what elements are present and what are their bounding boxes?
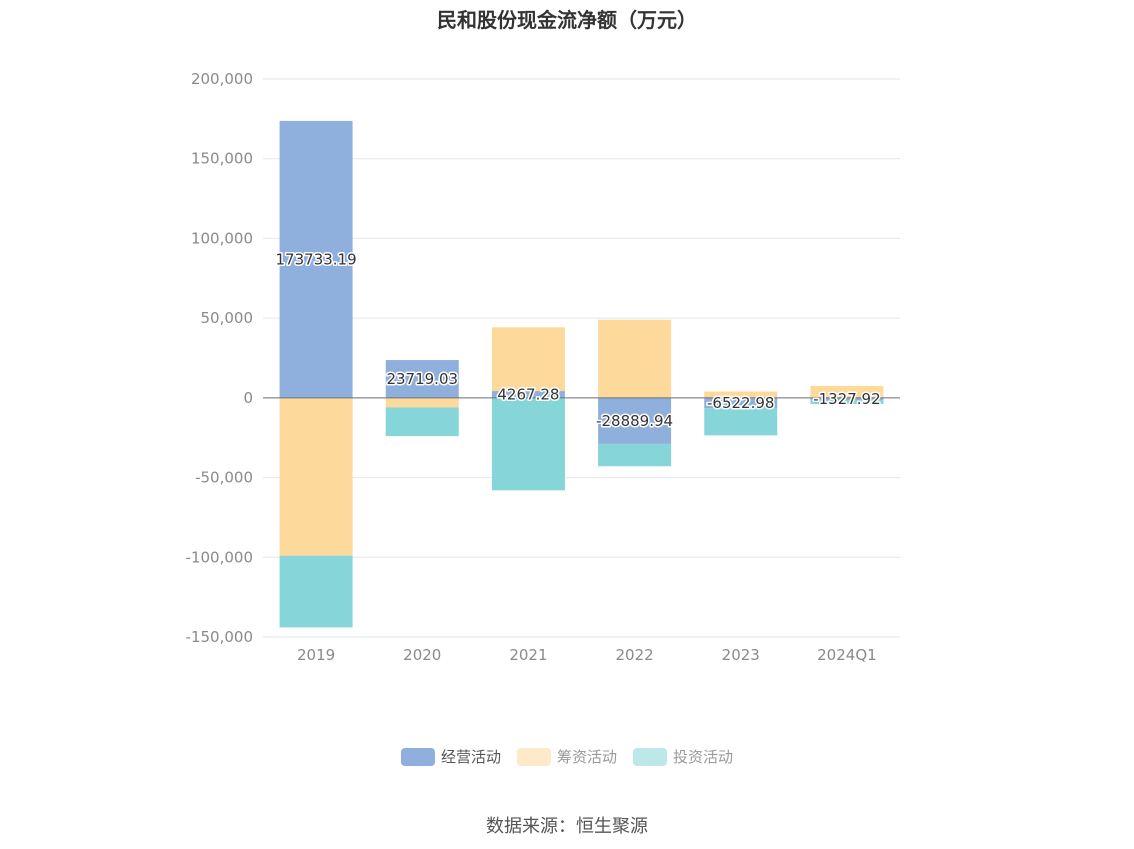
bar-投资活动-2020 [385,407,459,437]
legend-item[interactable]: 经营活动 [400,746,501,767]
data-labels: 173733.19 23719.03 4267.28 -28889.94 -6522.9… [274,249,882,432]
bars [279,120,884,628]
legend-label: 经营活动 [440,748,501,766]
legend: 经营活动 筹资活动 投资活动 [0,746,1134,767]
y-axis: 200,000 150,000 100,000 50,000 0 -50,000 -100,… [186,70,253,646]
bar-经营活动-2023 [704,397,778,409]
legend-item[interactable]: 筹资活动 [516,746,617,767]
bar-经营活动-2021 [491,391,565,398]
data-label: 23719.03 [386,370,458,388]
legend-item[interactable]: 投资活动 [633,746,733,767]
y-tick-label: -150,000 [186,628,253,646]
legend-swatch [400,747,435,766]
data-label: -28889.94 [596,412,673,430]
data-label: -6522.98 [707,394,774,412]
bar-筹资活动-2024Q1 [810,385,884,398]
bar-筹资活动-2019 [279,397,353,556]
x-axis: 2019 2020 2021 2022 2023 2024Q1 [297,646,877,664]
y-tick-label: 150,000 [191,150,253,168]
x-tick-label: 2019 [297,646,335,664]
legend-label: 筹资活动 [556,748,617,766]
x-tick-label: 2022 [615,646,653,664]
bar-筹资活动-2022 [598,319,672,398]
bar-经营活动-2019 [279,120,353,398]
grid-lines [263,78,900,638]
y-tick-label: 100,000 [191,229,253,247]
chart-title: 民和股份现金流净额（万元） [437,8,697,32]
bar-投资活动-2023 [704,408,778,436]
bar-经营活动-2024Q1 [810,397,884,400]
data-label: 173733.19 [276,250,357,268]
y-tick-label: -50,000 [195,469,253,487]
x-tick-label: 2021 [509,646,547,664]
x-tick-label: 2024Q1 [817,646,877,664]
legend-swatch [516,747,551,766]
y-tick-label: -100,000 [186,548,253,566]
bar-经营活动-2022 [598,397,672,444]
bar-筹资活动-2021 [491,327,565,392]
x-tick-label: 2020 [403,646,441,664]
legend-label: 投资活动 [673,748,734,766]
y-tick-label: 50,000 [201,309,254,327]
x-tick-label: 2023 [722,646,760,664]
data-source: 数据来源：恒生聚源 [486,816,648,837]
data-label: 4267.28 [497,385,559,403]
bar-投资活动-2021 [491,397,565,491]
data-label: -1327.92 [813,390,880,408]
y-tick-label: 200,000 [191,70,253,88]
bar-投资活动-2019 [279,555,353,628]
bar-投资活动-2024Q1 [810,399,884,404]
bar-筹资活动-2023 [704,391,778,398]
legend-swatch [633,747,667,766]
bar-经营活动-2020 [385,360,459,398]
bar-投资活动-2022 [598,443,672,467]
y-tick-label: 0 [243,389,253,407]
bar-筹资活动-2020 [385,397,459,408]
